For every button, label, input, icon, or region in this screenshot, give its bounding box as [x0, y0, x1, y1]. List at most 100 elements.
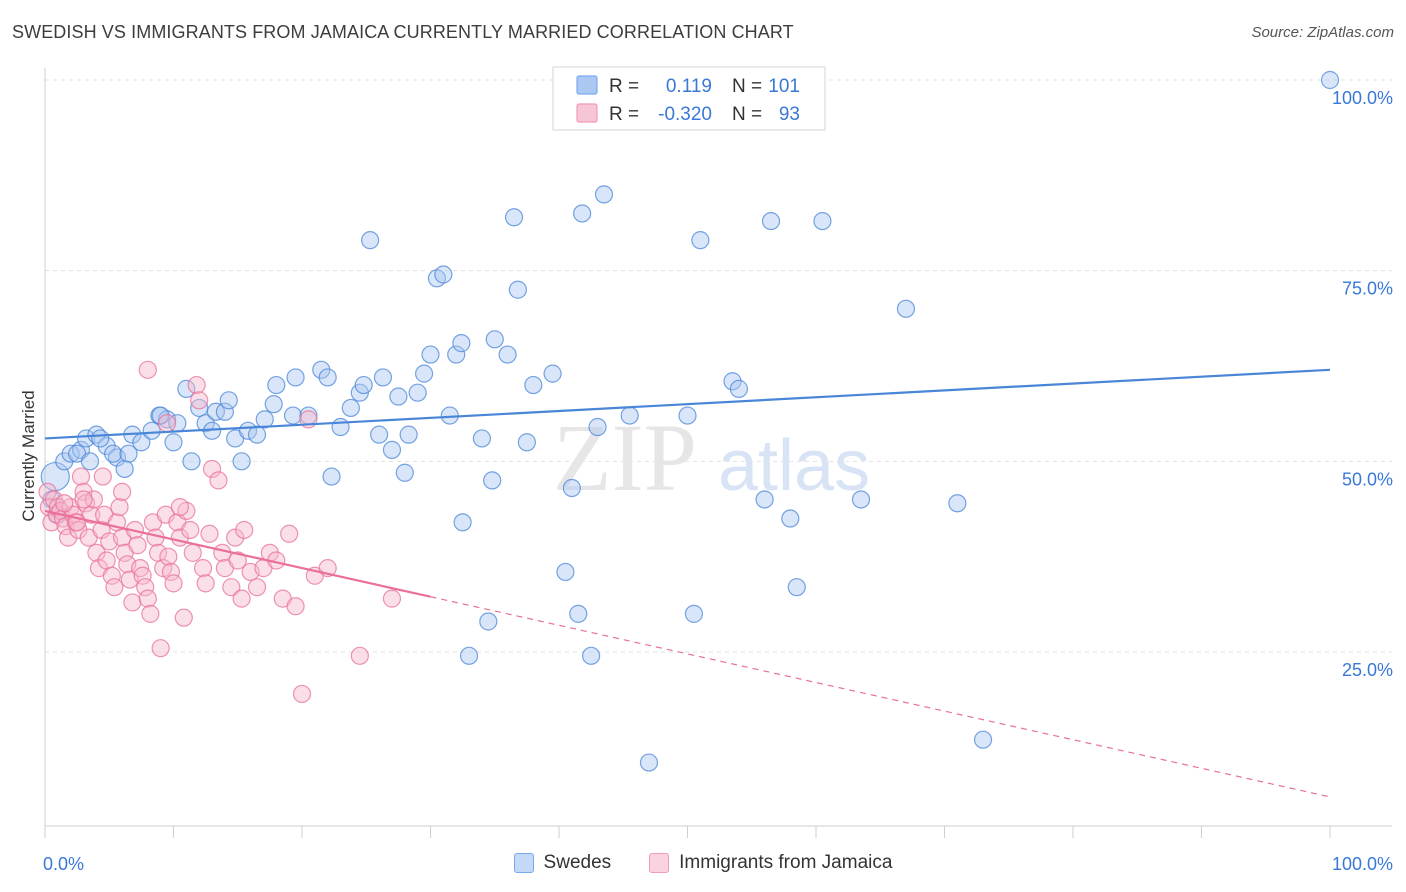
point-swedes: [485, 330, 504, 349]
point-swedes: [61, 444, 80, 463]
point-swedes: [723, 372, 742, 391]
point-swedes: [267, 375, 286, 395]
point-jamaica: [247, 578, 267, 597]
point-swedes: [247, 425, 267, 444]
stats-r-value: 0.119: [666, 76, 712, 97]
trend-line-swedes: [44, 368, 1331, 440]
point-swedes: [177, 379, 196, 398]
point-jamaica: [235, 520, 254, 540]
point-swedes: [331, 417, 350, 437]
point-swedes: [341, 398, 360, 418]
stats-r-value: -0.320: [658, 104, 712, 125]
y-tick-label: 100.0%: [1332, 88, 1393, 108]
point-swedes: [255, 410, 274, 429]
point-jamaica: [138, 589, 157, 608]
point-swedes: [104, 444, 123, 463]
point-jamaica: [213, 543, 232, 562]
point-swedes: [142, 421, 161, 440]
point-swedes: [524, 375, 543, 395]
point-swedes: [164, 433, 183, 452]
point-swedes: [562, 478, 581, 498]
point-swedes: [678, 406, 697, 425]
point-swedes: [459, 646, 479, 665]
point-jamaica: [133, 566, 152, 585]
point-jamaica: [87, 543, 106, 562]
point-swedes: [781, 509, 800, 528]
point-swedes: [684, 604, 704, 623]
point-jamaica: [69, 520, 88, 540]
legend-swatch-jamaica: [649, 853, 670, 873]
point-swedes: [322, 467, 341, 486]
point-swedes: [1320, 70, 1340, 90]
point-swedes: [556, 562, 575, 582]
point-swedes: [543, 364, 562, 383]
point-swedes: [787, 578, 806, 597]
legend-item-swedes[interactable]: Swedes: [513, 852, 611, 874]
point-jamaica: [138, 360, 157, 379]
point-jamaica: [141, 604, 160, 623]
point-swedes: [219, 391, 238, 410]
trend-line-jamaica-dashed: [430, 596, 1331, 798]
point-jamaica: [350, 646, 369, 665]
point-swedes: [196, 414, 215, 433]
point-jamaica: [202, 459, 222, 479]
y-tick-label: 25.0%: [1342, 660, 1393, 680]
point-jamaica: [280, 524, 299, 543]
point-swedes: [508, 280, 527, 299]
point-jamaica: [93, 467, 112, 486]
point-jamaica: [97, 551, 116, 570]
point-swedes: [851, 490, 871, 509]
point-swedes: [620, 406, 639, 425]
tick-labels: 25.0% 50.0% 75.0% 100.0% 0.0% 100.0%: [43, 88, 1393, 874]
point-swedes: [373, 368, 393, 387]
point-jamaica: [286, 597, 305, 616]
y-tick-label: 50.0%: [1342, 469, 1393, 489]
stats-r-label: R =: [609, 76, 639, 97]
trend-lines: [44, 368, 1331, 798]
point-swedes: [483, 471, 502, 490]
trend-line-jamaica: [44, 509, 431, 598]
point-swedes: [691, 231, 710, 250]
point-swedes: [97, 436, 116, 456]
point-swedes: [447, 345, 466, 364]
point-jamaica: [228, 551, 247, 570]
legend-swatch-swedes: [513, 853, 534, 873]
point-swedes: [115, 459, 134, 479]
chart-source: Source: ZipAtlas.com: [1251, 24, 1394, 41]
y-axis-label: Currently Married: [19, 390, 38, 521]
y-tick-label: 75.0%: [1342, 279, 1393, 299]
point-swedes: [761, 211, 781, 231]
point-jamaica: [157, 414, 177, 433]
x-tick-label: 0.0%: [43, 854, 84, 874]
point-swedes: [264, 395, 283, 414]
point-swedes: [594, 185, 614, 204]
stats-legend-swatch-jamaica: [576, 103, 598, 123]
stats-n-value: 101: [768, 76, 800, 97]
point-jamaica: [161, 562, 181, 582]
point-swedes: [453, 513, 472, 532]
point-jamaica: [181, 520, 200, 540]
point-swedes: [151, 406, 170, 425]
point-jamaica: [38, 482, 57, 501]
point-jamaica: [292, 684, 312, 704]
point-swedes: [948, 494, 967, 513]
point-swedes: [382, 440, 402, 459]
point-jamaica: [222, 578, 241, 597]
point-jamaica: [170, 497, 190, 517]
point-jamaica: [102, 566, 121, 585]
stats-n-label: N =: [732, 76, 762, 97]
point-jamaica: [71, 467, 91, 486]
point-swedes: [479, 612, 498, 631]
point-swedes: [729, 379, 749, 398]
point-swedes: [232, 452, 251, 471]
point-swedes: [813, 211, 832, 231]
point-jamaica: [82, 505, 101, 524]
point-swedes: [215, 402, 234, 421]
point-swedes: [395, 463, 414, 482]
point-jamaica: [112, 482, 132, 501]
point-jamaica: [55, 494, 74, 513]
point-jamaica: [232, 589, 251, 608]
legend-item-jamaica[interactable]: Immigrants from Jamaica: [649, 852, 892, 874]
stats-n-label: N =: [732, 104, 762, 125]
